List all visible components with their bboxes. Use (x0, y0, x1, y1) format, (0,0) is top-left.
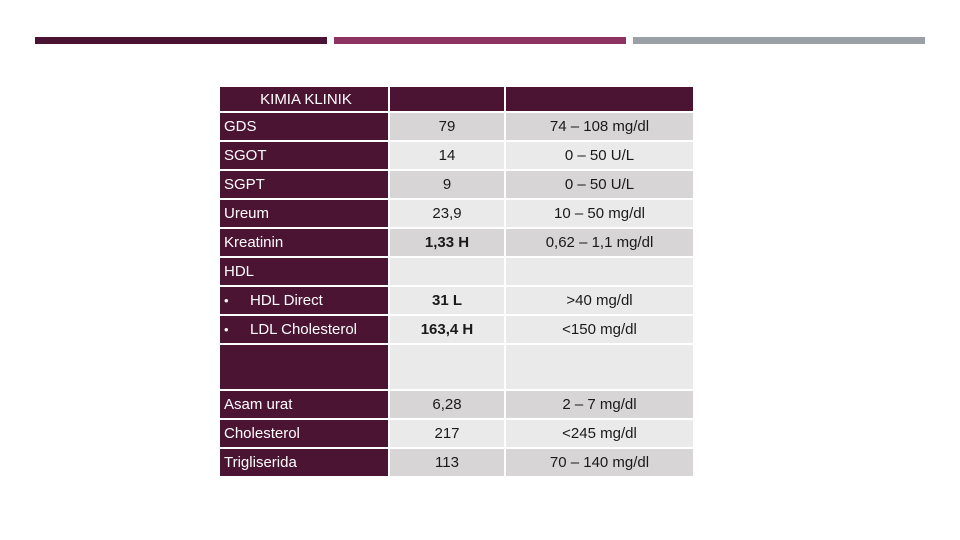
test-range: 10 – 50 mg/dl (506, 200, 693, 227)
top-accent-bar-gray (633, 37, 925, 44)
hdl-item: • LDL Cholesterol (220, 316, 388, 343)
hdl-section-title: HDL (220, 258, 388, 285)
table-header-row: KIMIA KLINIK (220, 87, 693, 111)
test-range: 0,62 – 1,1 mg/dl (506, 229, 693, 256)
hdl-section-row: HDL (220, 258, 693, 285)
table-row: • HDL Direct 31 L >40 mg/dl (220, 287, 693, 314)
header-kimia-klinik: KIMIA KLINIK (220, 87, 388, 111)
test-range: >40 mg/dl (506, 287, 693, 314)
bullet-icon: • (224, 293, 229, 308)
spacer-cell (506, 345, 693, 389)
test-value: 6,28 (390, 391, 504, 418)
table-row: SGOT 14 0 – 50 U/L (220, 142, 693, 169)
header-col3 (506, 87, 693, 111)
test-range: 74 – 108 mg/dl (506, 113, 693, 140)
test-value-flagged: 31 L (390, 287, 504, 314)
test-range: 0 – 50 U/L (506, 171, 693, 198)
table-row: Trigliserida 113 70 – 140 mg/dl (220, 449, 693, 476)
test-value: 217 (390, 420, 504, 447)
test-value-flagged: 1,33 H (390, 229, 504, 256)
table-row: • LDL Cholesterol 163,4 H <150 mg/dl (220, 316, 693, 343)
test-name: LDL Cholesterol (250, 321, 357, 338)
test-value: 14 (390, 142, 504, 169)
test-value: 9 (390, 171, 504, 198)
table-row: Kreatinin 1,33 H 0,62 – 1,1 mg/dl (220, 229, 693, 256)
top-accent-bar-dark (35, 37, 327, 44)
hdl-spacer-row (220, 345, 693, 389)
test-name: GDS (220, 113, 388, 140)
test-name: Asam urat (220, 391, 388, 418)
test-name: HDL Direct (250, 292, 323, 309)
table-row: Asam urat 6,28 2 – 7 mg/dl (220, 391, 693, 418)
test-value: 23,9 (390, 200, 504, 227)
table-row: SGPT 9 0 – 50 U/L (220, 171, 693, 198)
hdl-empty-range (506, 258, 693, 285)
spacer-cell (220, 345, 388, 389)
spacer-cell (390, 345, 504, 389)
test-name: SGPT (220, 171, 388, 198)
test-value: 79 (390, 113, 504, 140)
test-value-flagged: 163,4 H (390, 316, 504, 343)
test-range: <150 mg/dl (506, 316, 693, 343)
test-name: Cholesterol (220, 420, 388, 447)
test-value: 113 (390, 449, 504, 476)
test-name: SGOT (220, 142, 388, 169)
test-name: Ureum (220, 200, 388, 227)
top-accent-bar-magenta (334, 37, 626, 44)
table-row: Cholesterol 217 <245 mg/dl (220, 420, 693, 447)
table-row: GDS 79 74 – 108 mg/dl (220, 113, 693, 140)
table-row: Ureum 23,9 10 – 50 mg/dl (220, 200, 693, 227)
test-name: Trigliserida (220, 449, 388, 476)
test-range: 2 – 7 mg/dl (506, 391, 693, 418)
test-range: <245 mg/dl (506, 420, 693, 447)
hdl-empty-value (390, 258, 504, 285)
test-name: Kreatinin (220, 229, 388, 256)
test-range: 70 – 140 mg/dl (506, 449, 693, 476)
lab-results-table: KIMIA KLINIK GDS 79 74 – 108 mg/dl SGOT … (218, 85, 695, 478)
test-range: 0 – 50 U/L (506, 142, 693, 169)
bullet-icon: • (224, 322, 229, 337)
hdl-item: • HDL Direct (220, 287, 388, 314)
header-col2 (390, 87, 504, 111)
